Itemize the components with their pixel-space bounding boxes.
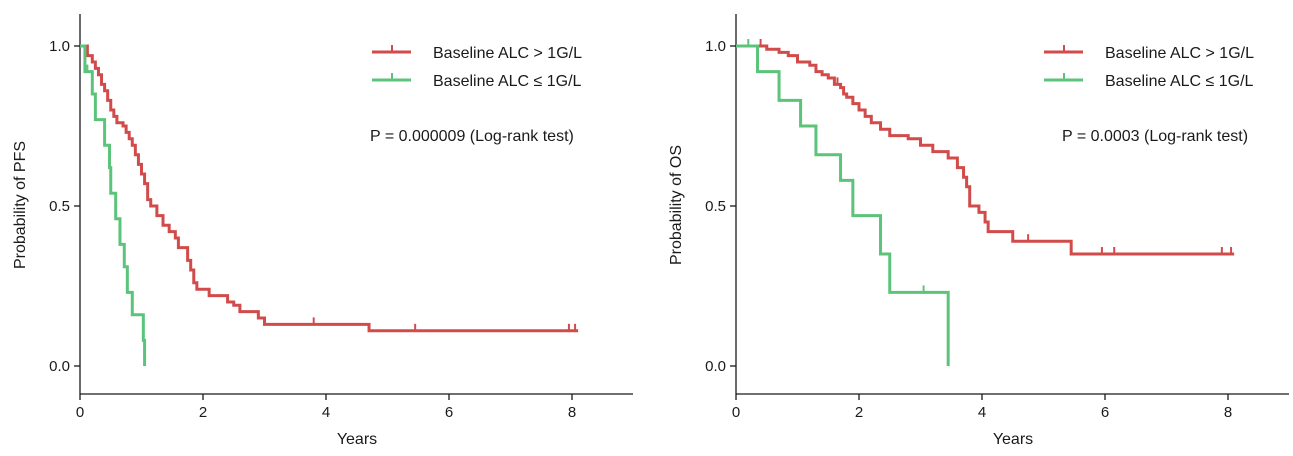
legend: Baseline ALC > 1G/L Baseline ALC ≤ 1G/L xyxy=(1044,45,1254,90)
y-tick-label: 1.0 xyxy=(705,38,726,55)
legend-item-alc-low: Baseline ALC ≤ 1G/L xyxy=(372,73,582,90)
y-tick-label: 0.5 xyxy=(705,198,726,215)
curve-group xyxy=(80,44,579,366)
legend-label-alc-low: Baseline ALC ≤ 1G/L xyxy=(1105,73,1254,90)
x-tick-label: 4 xyxy=(978,404,986,421)
os-panel: Probability of OS Years 0 2 4 6 8 0.0 0.5 1.0 B… xyxy=(668,14,1289,448)
x-axis-title: Years xyxy=(337,431,377,448)
y-tick-label: 0.0 xyxy=(49,358,70,375)
x-tick-label: 8 xyxy=(568,404,576,421)
legend: Baseline ALC > 1G/L Baseline ALC ≤ 1G/L xyxy=(372,45,582,90)
curve-group xyxy=(736,39,1235,366)
pvalue-annotation: P = 0.000009 (Log-rank test) xyxy=(370,128,574,145)
legend-label-alc-high: Baseline ALC > 1G/L xyxy=(433,45,582,62)
y-axis-title: Probability of PFS xyxy=(12,141,29,269)
tick-group: 0 2 4 6 8 0.0 0.5 1.0 xyxy=(49,38,576,421)
legend-label-alc-high: Baseline ALC > 1G/L xyxy=(1105,45,1254,62)
legend-item-alc-low: Baseline ALC ≤ 1G/L xyxy=(1044,73,1254,90)
y-tick-label: 0.5 xyxy=(49,198,70,215)
x-tick-label: 2 xyxy=(199,404,207,421)
pvalue-annotation: P = 0.0003 (Log-rank test) xyxy=(1062,128,1248,145)
x-tick-label: 8 xyxy=(1224,404,1232,421)
x-tick-label: 0 xyxy=(76,404,84,421)
legend-item-alc-high: Baseline ALC > 1G/L xyxy=(372,45,582,62)
x-tick-label: 6 xyxy=(1101,404,1109,421)
legend-item-alc-high: Baseline ALC > 1G/L xyxy=(1044,45,1254,62)
x-axis-title: Years xyxy=(993,431,1033,448)
tick-group: 0 2 4 6 8 0.0 0.5 1.0 xyxy=(705,38,1232,421)
y-tick-label: 1.0 xyxy=(49,38,70,55)
y-axis-title: Probability of OS xyxy=(668,145,685,265)
x-tick-label: 2 xyxy=(855,404,863,421)
x-tick-label: 0 xyxy=(732,404,740,421)
x-tick-label: 4 xyxy=(322,404,330,421)
km-curve-alc-high xyxy=(736,44,1235,256)
km-curve-alc-low xyxy=(80,44,147,366)
km-curve-alc-high xyxy=(80,44,579,333)
pfs-panel: Probability of PFS Years 0 2 4 6 80.00.51.0 … xyxy=(12,14,633,448)
x-tick-label: 6 xyxy=(445,404,453,421)
km-curve-alc-low xyxy=(736,44,950,366)
y-tick-label: 0.0 xyxy=(705,358,726,375)
legend-label-alc-low: Baseline ALC ≤ 1G/L xyxy=(433,73,582,90)
